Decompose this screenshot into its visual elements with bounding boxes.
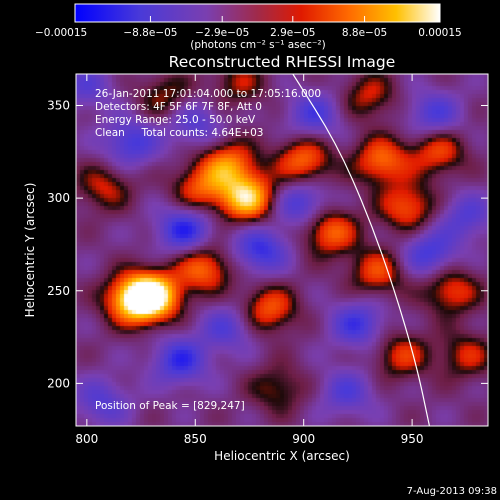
- plot-frame: [75, 73, 489, 427]
- y-axis-label: Heliocentric Y (arcsec): [23, 183, 37, 318]
- colorbar-ticks: −0.00015 −8.8e−05 −2.9e−05 2.9e−05 8.8e−05 0.…: [35, 16, 462, 39]
- annotation-time-range: 26-Jan-2011 17:01:04.000 to 17:05:16.000: [95, 88, 321, 100]
- heatmap-image: [76, 74, 488, 426]
- x-tick-label: 850: [184, 432, 207, 446]
- solar-limb-curve: [292, 74, 431, 426]
- colorbar: [74, 3, 441, 23]
- y-tick-label: 200: [47, 376, 70, 390]
- annotation-block: 26-Jan-2011 17:01:04.000 to 17:05:16.000…: [95, 88, 321, 139]
- generation-timestamp: 7-Aug-2013 09:38: [407, 486, 497, 497]
- x-tick-label: 900: [292, 432, 315, 446]
- x-tick-label: 950: [401, 432, 424, 446]
- x-tick-label: 800: [75, 432, 98, 446]
- annotation-detectors: Detectors: 4F 5F 6F 7F 8F, Att 0: [95, 101, 262, 113]
- y-tick-label: 350: [47, 98, 70, 112]
- colorbar-tick-label: 2.9e−05: [270, 27, 315, 39]
- x-axis-label: Heliocentric X (arcsec): [214, 449, 350, 463]
- chart-title: Reconstructed RHESSI Image: [169, 53, 396, 71]
- colorbar-tick-label: 0.00015: [418, 27, 461, 39]
- peak-position-label: Position of Peak = [829,247]: [95, 400, 245, 412]
- colorbar-tick-label: −2.9e−05: [195, 27, 249, 39]
- colorbar-tick-label: −8.8e−05: [123, 27, 177, 39]
- colorbar-units-label: (photons cm⁻² s⁻¹ asec⁻²): [190, 39, 325, 51]
- y-tick-label: 250: [47, 284, 70, 298]
- y-tick-label: 300: [47, 191, 70, 205]
- annotation-total-counts: Clean Total counts: 4.64E+03: [95, 127, 264, 139]
- colorbar-tick-label: −0.00015: [35, 27, 87, 39]
- colorbar-tick-label: 8.8e−05: [342, 27, 387, 39]
- annotation-energy-range: Energy Range: 25.0 - 50.0 keV: [95, 114, 256, 126]
- axis-ticks: 800 850 900 950 200 250 300 350: [47, 74, 488, 446]
